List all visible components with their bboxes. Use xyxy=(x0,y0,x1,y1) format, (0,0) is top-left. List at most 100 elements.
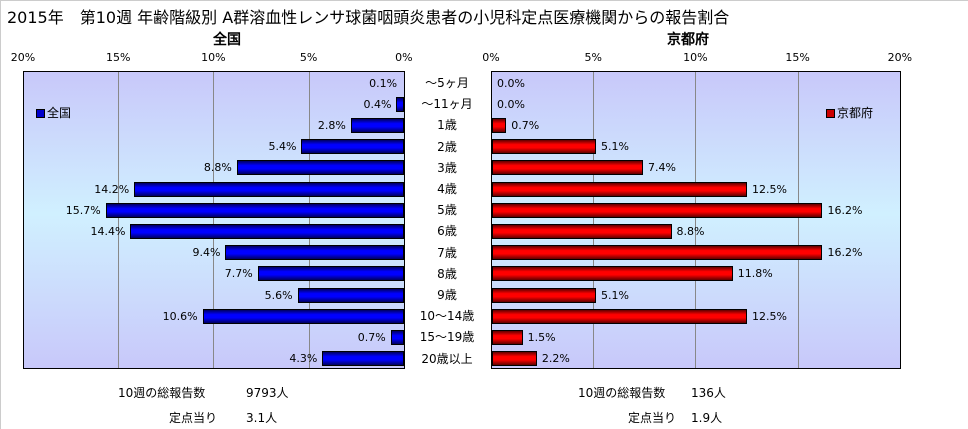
axis-tick-label: 10% xyxy=(201,51,226,64)
kyoto-bar xyxy=(492,139,597,155)
kyoto-per-label: 定点当り xyxy=(628,411,677,425)
kyoto-bar xyxy=(492,245,823,261)
national-bar xyxy=(225,245,404,261)
national-data-label: 10.6% xyxy=(162,309,198,323)
kyoto-data-label: 0.0% xyxy=(497,97,525,111)
axis-tick-label: 5% xyxy=(584,51,602,64)
category-label: 10～14歳 xyxy=(419,307,475,325)
gridline xyxy=(118,72,120,368)
national-bar xyxy=(257,266,404,282)
kyoto-data-label: 5.1% xyxy=(601,288,629,302)
category-label: 9歳 xyxy=(437,286,457,303)
national-data-label: 8.8% xyxy=(203,161,232,175)
axis-tick-label: 5% xyxy=(299,51,318,64)
legend-swatch-icon xyxy=(826,109,835,118)
kyoto-legend: 京都府 xyxy=(826,104,873,121)
gridline xyxy=(593,72,595,368)
gridline xyxy=(213,72,215,368)
national-bar xyxy=(105,202,404,218)
gridline xyxy=(308,72,310,368)
legend-label: 全国 xyxy=(47,106,72,120)
kyoto-total-value: 136人 xyxy=(691,386,726,400)
legend-label: 京都府 xyxy=(837,106,874,120)
national-data-label: 5.4% xyxy=(268,140,297,154)
category-label: 1歳 xyxy=(437,116,457,134)
axis-tick-label: 15% xyxy=(785,51,810,64)
axis-tick-label: 10% xyxy=(683,51,708,64)
national-data-label: 7.7% xyxy=(224,267,253,281)
national-bar xyxy=(236,160,404,176)
kyoto-bar xyxy=(492,308,747,324)
kyoto-data-label: 7.4% xyxy=(647,161,676,175)
national-data-label: 14.2% xyxy=(94,182,130,196)
kyoto-bar xyxy=(492,117,507,133)
axis-tick-label: 15% xyxy=(105,51,131,64)
axis-tick-label: 0% xyxy=(482,51,500,64)
category-label: 20歳以上 xyxy=(421,349,473,367)
kyoto-bar xyxy=(492,351,537,367)
kyoto-data-label: 12.5% xyxy=(752,309,787,323)
national-data-label: 4.3% xyxy=(289,352,318,366)
category-label: ～11ヶ月 xyxy=(421,95,473,113)
kyoto-data-label: 0.0% xyxy=(497,76,525,90)
national-data-label: 0.4% xyxy=(363,97,392,111)
kyoto-per-value: 1.9人 xyxy=(691,411,723,425)
kyoto-data-label: 0.7% xyxy=(511,118,540,132)
national-data-label: 2.8% xyxy=(317,118,346,132)
national-data-label: 0.7% xyxy=(357,330,386,344)
kyoto-data-label: 2.2% xyxy=(541,352,570,366)
national-plot-area: 全国 0.1% 0.4% 2.8% 5.4% 8.8% 14.2% 15.7% 14.4% 9.… xyxy=(23,71,405,369)
kyoto-data-label: 8.8% xyxy=(676,224,705,238)
kyoto-data-label: 12.5% xyxy=(752,182,787,196)
category-label: 4歳 xyxy=(437,180,457,197)
category-label: 6歳 xyxy=(437,222,457,240)
national-data-label: 15.7% xyxy=(65,203,101,217)
kyoto-bar xyxy=(492,266,733,282)
national-total-label: 10週の総報告数 xyxy=(118,386,206,400)
axis-tick-label: 20% xyxy=(10,51,36,64)
national-data-label: 5.6% xyxy=(264,288,293,302)
national-data-label: 14.4% xyxy=(90,224,126,238)
national-bar xyxy=(301,139,404,155)
axis-tick-label: 20% xyxy=(887,51,913,64)
national-total-value: 9793人 xyxy=(246,386,289,400)
kyoto-data-label: 16.2% xyxy=(827,203,863,217)
axis-tick-label: 0% xyxy=(395,51,413,64)
gridline xyxy=(797,72,799,368)
kyoto-data-label: 11.8% xyxy=(737,267,773,281)
national-panel-title: 全国 xyxy=(213,32,241,48)
category-label: 8歳 xyxy=(437,264,457,282)
national-bar xyxy=(134,181,404,197)
category-label: 3歳 xyxy=(437,158,457,176)
national-per-value: 3.1人 xyxy=(246,411,278,425)
national-data-label: 9.4% xyxy=(192,246,221,260)
kyoto-data-label: 16.2% xyxy=(827,246,863,260)
category-label: 15～19歳 xyxy=(419,328,475,346)
category-label: 2歳 xyxy=(437,137,457,155)
kyoto-bar xyxy=(492,160,643,176)
national-legend: 全国 xyxy=(36,104,71,121)
kyoto-bar xyxy=(492,202,823,218)
kyoto-total-label: 10週の総報告数 xyxy=(578,386,666,400)
national-bar xyxy=(130,223,404,239)
national-bar xyxy=(297,287,404,303)
legend-swatch-icon xyxy=(36,109,45,118)
category-label: 5歳 xyxy=(437,201,457,219)
national-per-label: 定点当り xyxy=(169,411,218,425)
kyoto-bar xyxy=(492,181,747,197)
kyoto-bar xyxy=(492,223,672,239)
kyoto-plot-area: 京都府 0.0% 0.0% 0.7% 5.1% 7.4% 12.5% 16.2% 8.8% 16… xyxy=(491,71,901,369)
gridline xyxy=(695,72,697,368)
national-data-label: 0.1% xyxy=(369,76,398,90)
category-label: ～5ヶ月 xyxy=(425,74,469,91)
national-bar xyxy=(396,96,404,112)
national-bar xyxy=(322,351,404,367)
kyoto-panel-title: 京都府 xyxy=(667,32,709,48)
chart-title: 2015年 第10週 年齢階級別 A群溶血性レンサ球菌咽頭炎患者の小児科定点医療… xyxy=(7,8,730,27)
kyoto-data-label: 1.5% xyxy=(527,330,556,344)
national-bar xyxy=(390,329,404,345)
kyoto-data-label: 5.1% xyxy=(601,140,629,154)
kyoto-bar xyxy=(492,329,523,345)
kyoto-bar xyxy=(492,287,597,303)
